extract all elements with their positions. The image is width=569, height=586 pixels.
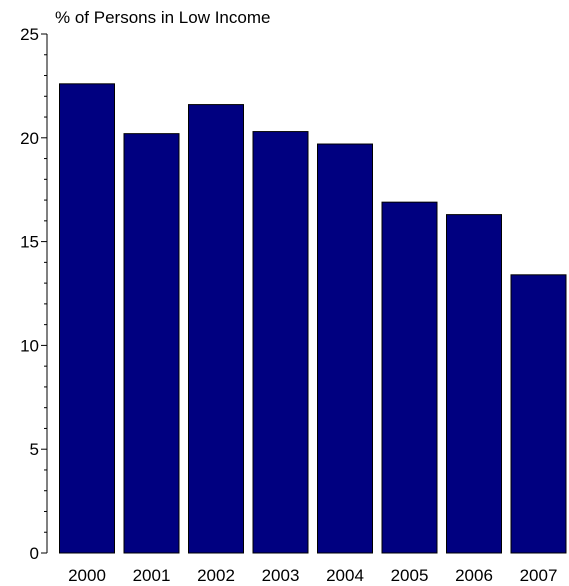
bar-2001 bbox=[123, 133, 180, 554]
y-axis: 0 5 10 15 20 25 bbox=[20, 25, 48, 563]
x-tick-label: 2006 bbox=[455, 566, 493, 585]
x-tick-label: 2000 bbox=[68, 566, 106, 585]
y-tick-label: 10 bbox=[20, 336, 39, 355]
x-tick-label: 2007 bbox=[520, 566, 558, 585]
bar-2000 bbox=[59, 83, 115, 554]
chart-title: % of Persons in Low Income bbox=[55, 8, 270, 27]
x-tick-label: 2004 bbox=[326, 566, 364, 585]
bar-2006 bbox=[446, 214, 502, 554]
y-tick-label: 25 bbox=[20, 25, 39, 44]
y-tick-label: 0 bbox=[30, 544, 39, 563]
bar-2005 bbox=[381, 201, 438, 554]
bar-2003 bbox=[252, 131, 309, 554]
y-tick-label: 15 bbox=[20, 233, 39, 252]
x-tick-label: 2001 bbox=[133, 566, 171, 585]
bar-2004 bbox=[317, 143, 373, 554]
x-tick-label: 2002 bbox=[197, 566, 235, 585]
y-tick-label: 5 bbox=[30, 440, 39, 459]
bar-2007 bbox=[510, 274, 567, 554]
y-tick-label: 20 bbox=[20, 129, 39, 148]
x-tick-label: 2003 bbox=[262, 566, 300, 585]
bars bbox=[59, 83, 567, 554]
x-tick-label: 2005 bbox=[391, 566, 429, 585]
bar-2002 bbox=[188, 104, 244, 554]
x-axis-labels: 2000 2001 2002 2003 2004 2005 2006 2007 bbox=[68, 566, 557, 585]
